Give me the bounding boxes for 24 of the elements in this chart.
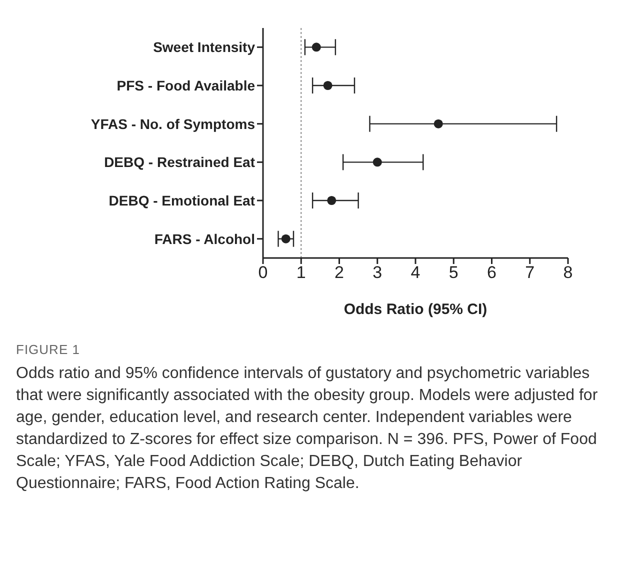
x-tick-label: 5 <box>448 263 458 282</box>
x-tick-label: 1 <box>296 263 306 282</box>
y-tick-label: DEBQ - Emotional Eat <box>108 192 256 208</box>
x-axis-title: Odds Ratio (95% CI) <box>344 301 488 318</box>
point <box>327 196 336 206</box>
x-tick-label: 4 <box>410 263 420 282</box>
x-tick-label: 3 <box>372 263 382 282</box>
x-tick-label: 6 <box>487 263 496 282</box>
y-tick-label: Sweet Intensity <box>153 39 256 56</box>
x-tick-label: 2 <box>334 263 344 282</box>
y-tick-label: FARS - Alcohol <box>154 230 255 247</box>
point <box>434 119 443 128</box>
point <box>323 80 332 90</box>
x-tick-label: 0 <box>258 263 268 282</box>
point <box>372 158 382 167</box>
caption: FIGURE 1 <box>16 342 81 357</box>
text: Odds ratio and 95% confidence intervals of gustatory and psychometric variables that were significantly associated with the obesity group. Models were adjusted for age, gender, education level, and research center. Independent variables were standardized to Z-scores for effect size comparison. N = 396. PFS, Power of Food Scale; YFAS, Yale Food Addiction Scale; DEBQ, Dutch Eating Behavior Questionnaire; FARS, Food Action Rating Scale. <box>16 364 599 494</box>
point <box>312 42 321 52</box>
x-tick-label: 8 <box>563 263 573 282</box>
y-tick-label: YFAS - No. of Symptoms <box>90 116 256 132</box>
x-tick-label: 7 <box>525 263 535 282</box>
point <box>281 234 290 244</box>
y-tick-label: PFS - Food Available <box>116 77 256 94</box>
y-tick-label: DEBQ - Restrained Eat <box>104 154 256 170</box>
